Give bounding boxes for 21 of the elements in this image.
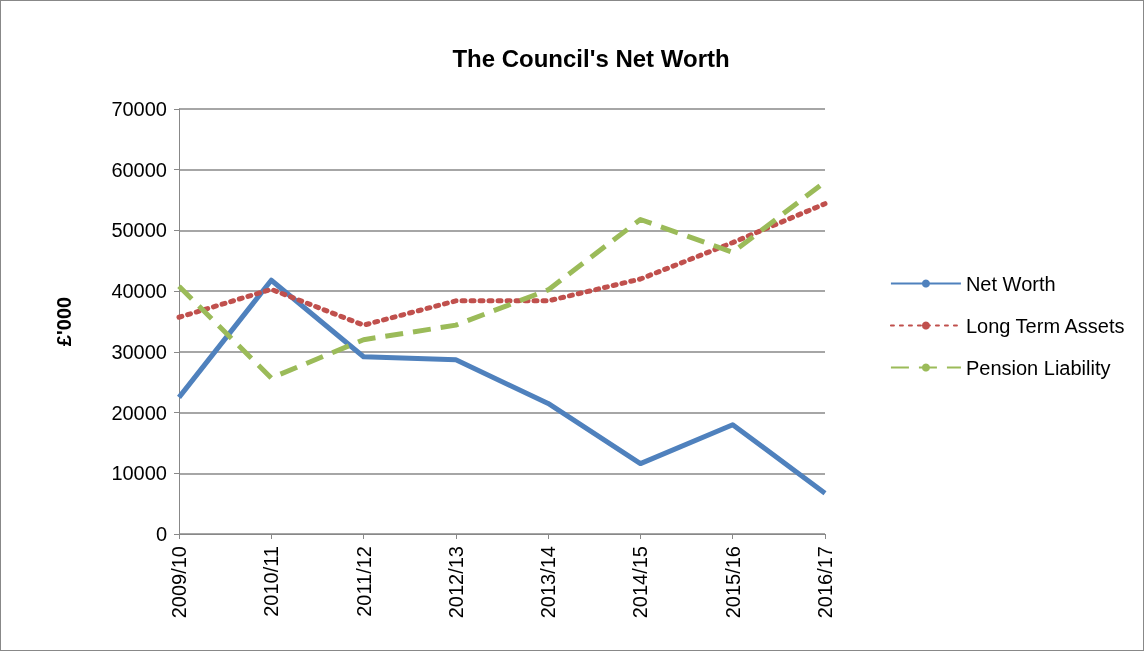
legend-label: Net Worth: [965, 272, 1056, 295]
y-tick-label: 30000: [111, 340, 167, 363]
y-axis-title: £'000: [53, 296, 75, 347]
x-tick-label: 2010/11: [260, 546, 283, 617]
y-tick-label: 20000: [111, 401, 167, 424]
x-tick-label: 2013/14: [537, 546, 560, 619]
legend-label: Pension Liability: [965, 356, 1111, 379]
x-tick-label: 2011/12: [352, 546, 375, 617]
x-tick-label: 2009/10: [168, 546, 190, 619]
x-tick-label: 2016/17: [814, 546, 836, 619]
y-tick-label: 0: [155, 523, 167, 545]
legend-label: Long Term Assets: [965, 314, 1125, 337]
y-tick-label: 70000: [111, 98, 167, 120]
y-tick-label: 10000: [111, 462, 167, 485]
x-tick-label: 2012/13: [444, 546, 467, 619]
chart-title: The Council's Net Worth: [452, 44, 730, 72]
x-tick-label: 2015/16: [721, 546, 744, 619]
y-tick-label: 60000: [111, 158, 167, 181]
x-tick-label: 2014/15: [629, 546, 652, 619]
y-tick-label: 50000: [111, 219, 167, 242]
y-tick-label: 40000: [111, 280, 167, 303]
